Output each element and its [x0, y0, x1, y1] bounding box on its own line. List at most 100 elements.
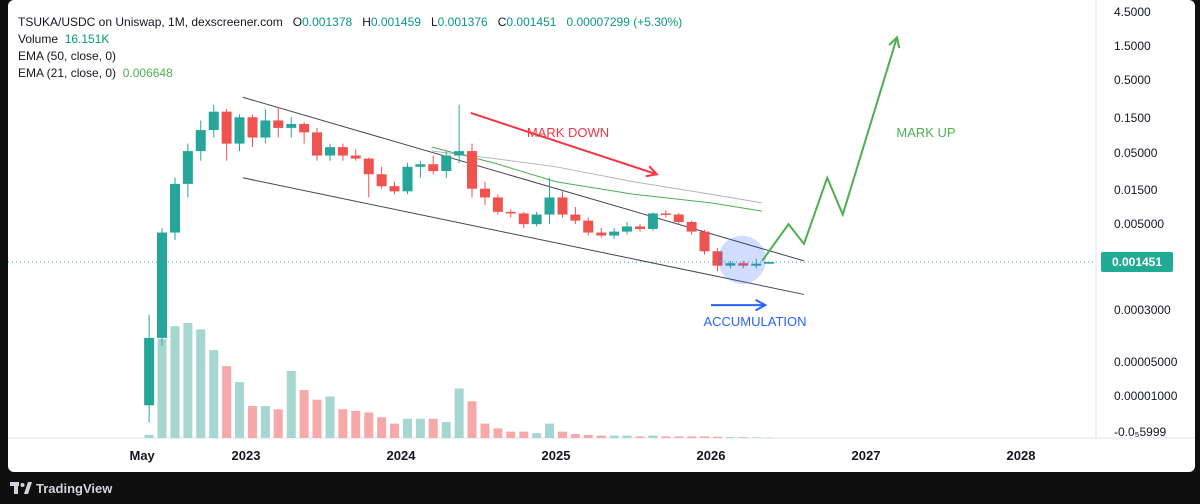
candle — [363, 157, 374, 198]
volume-bar — [441, 422, 451, 438]
candle-body — [635, 226, 646, 229]
candle-body — [518, 213, 529, 225]
open-label: O — [292, 15, 303, 29]
volume-bar — [222, 366, 232, 438]
volume-bar — [260, 406, 270, 438]
tradingview-brand[interactable]: TradingView — [36, 481, 113, 496]
mark-up-label: MARK UP — [896, 125, 955, 140]
legend-ema50: EMA (50, close, 0) — [18, 48, 116, 64]
y-tick-label: 1.5000 — [1114, 39, 1151, 53]
candle — [647, 212, 658, 231]
mark-up-path — [761, 37, 898, 262]
candle — [311, 127, 322, 161]
accumulation-label: ACCUMULATION — [703, 314, 806, 329]
volume-bar — [351, 410, 361, 438]
current-price-label: 0.001451 — [1112, 255, 1162, 269]
volume-bar — [570, 434, 580, 438]
candle — [570, 207, 581, 225]
candle-body — [686, 221, 697, 232]
mark-down-arrowhead — [645, 165, 659, 178]
candle — [247, 114, 258, 148]
y-tick-label: 0.1500 — [1114, 111, 1151, 125]
candle — [402, 163, 413, 195]
candle-body — [428, 164, 439, 172]
candle-body — [311, 132, 322, 156]
candle — [286, 117, 297, 138]
y-tick-label: -0.0₅5999 — [1114, 425, 1167, 439]
mark-down-arrow — [470, 112, 658, 176]
candle — [350, 149, 361, 161]
candle — [260, 109, 271, 144]
candle-body — [221, 111, 232, 144]
candle — [376, 166, 387, 189]
tradingview-logo-icon[interactable] — [10, 480, 32, 496]
candle — [544, 177, 555, 225]
volume-bar — [506, 431, 516, 438]
x-tick-label: 2026 — [697, 448, 726, 463]
volume-bar — [364, 412, 374, 438]
candle-body — [260, 120, 271, 138]
volume-bar — [738, 437, 748, 438]
candle-body — [156, 232, 167, 338]
candle-body — [337, 147, 348, 156]
candle-body — [466, 151, 477, 189]
candle-body — [234, 117, 245, 144]
volume-bar — [389, 423, 399, 438]
volume-bar — [674, 436, 684, 438]
candle — [144, 314, 155, 423]
candle-body — [170, 183, 181, 233]
legend-ema21: EMA (21, close, 0) 0.006648 — [18, 65, 173, 81]
volume-bar — [183, 323, 193, 438]
y-tick-label: 0.5000 — [1114, 73, 1151, 87]
candle — [635, 224, 646, 232]
candle-body — [454, 151, 465, 156]
price-chart[interactable]: 4.5000 1.5000 0.5000 0.1500 0.05000 0.01500 0.… — [8, 0, 1195, 472]
volume-label: Volume — [18, 32, 59, 46]
mark-up-arrowhead — [888, 35, 901, 49]
volume-bar — [428, 418, 438, 438]
candle — [325, 143, 336, 161]
candle-body — [596, 232, 607, 236]
candle — [712, 248, 723, 272]
ema50-line — [431, 150, 763, 204]
candle — [273, 106, 284, 138]
candle-body — [247, 117, 258, 138]
volume-bar — [725, 437, 735, 438]
candle — [156, 228, 167, 346]
x-tick-label: 2027 — [852, 448, 881, 463]
candle-body — [764, 262, 775, 264]
volume-bar — [583, 434, 593, 438]
candle-body — [751, 263, 762, 266]
current-price-badge — [1101, 252, 1173, 272]
candle-body — [363, 158, 374, 175]
ema21-label: EMA (21, close, 0) — [18, 66, 117, 80]
legend-ohlc: TSUKA/USDC on Uniswap, 1M, dexscreener.c… — [18, 14, 682, 30]
low-value: 0.001376 — [437, 15, 488, 29]
symbol-title: TSUKA/USDC on Uniswap, 1M, dexscreener.c… — [18, 15, 283, 29]
volume-bar — [544, 423, 554, 438]
candle — [415, 160, 426, 178]
ema21-value: 0.006648 — [122, 66, 173, 80]
x-tick-label: 2023 — [232, 448, 261, 463]
candle-body — [350, 155, 361, 159]
volume-bar — [480, 423, 490, 438]
candle — [182, 143, 193, 198]
volume-bar — [699, 436, 709, 438]
low-label: L — [430, 15, 438, 29]
candle — [221, 109, 232, 161]
candle — [557, 191, 568, 218]
x-tick-label: 2024 — [387, 448, 417, 463]
candle — [686, 220, 697, 235]
channel-lower-line — [242, 177, 805, 295]
candle — [621, 221, 632, 235]
candle — [337, 143, 348, 161]
volume-bar — [415, 418, 425, 438]
candle-body — [415, 164, 426, 167]
volume-bar — [532, 433, 542, 438]
footer-bar — [0, 472, 1200, 504]
chart-panel[interactable]: 4.5000 1.5000 0.5000 0.1500 0.05000 0.01500 0.… — [8, 0, 1195, 472]
high-value: 0.001459 — [370, 15, 421, 29]
candle — [738, 260, 749, 269]
volume-bar — [234, 382, 244, 438]
